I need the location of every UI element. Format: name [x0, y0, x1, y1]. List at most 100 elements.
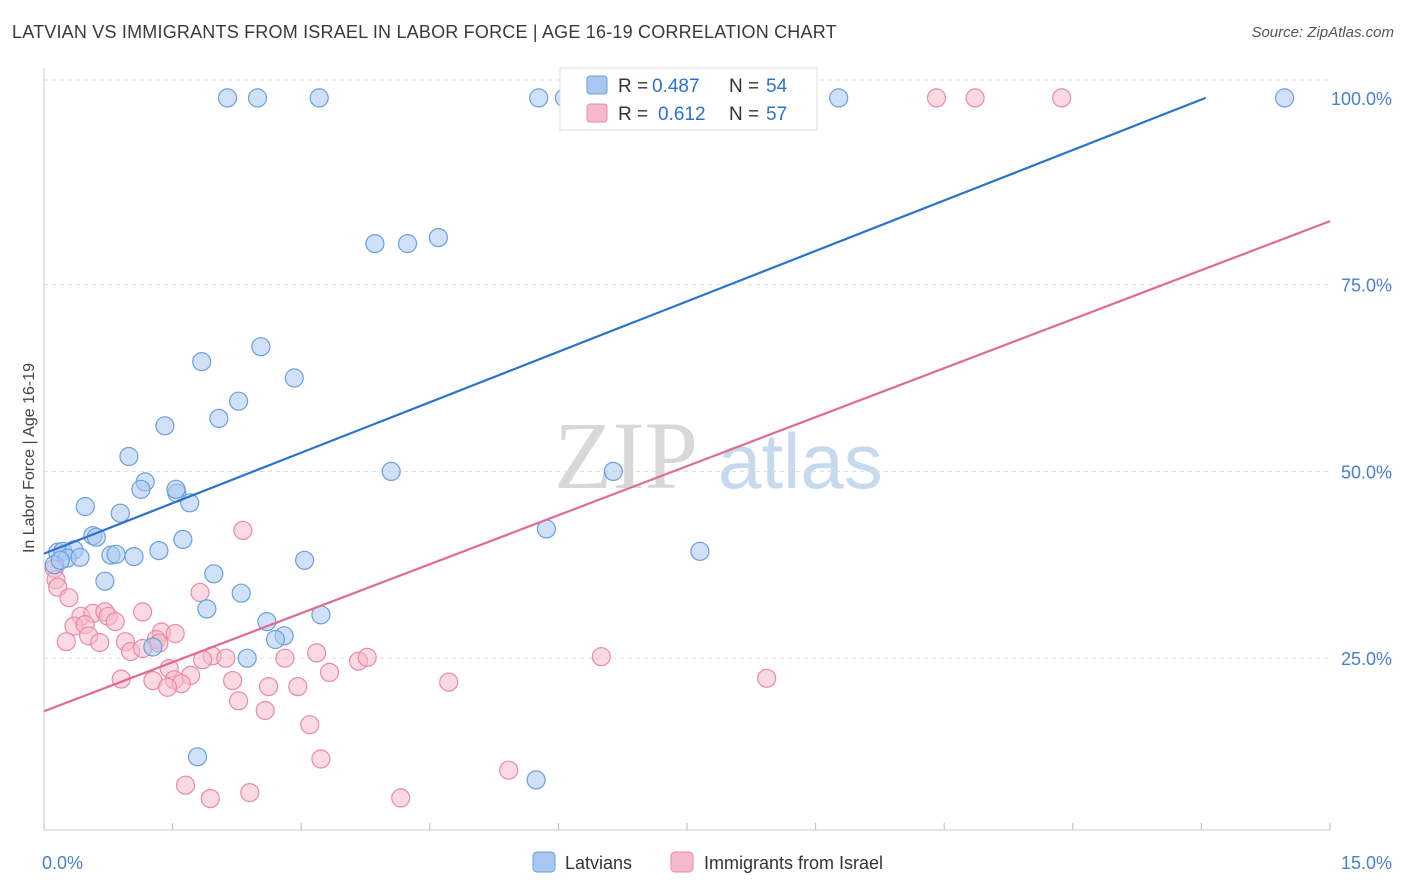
israel-point	[288, 676, 308, 697]
israel-point	[133, 602, 153, 622]
latvian-point	[110, 503, 130, 523]
israel-point	[175, 775, 196, 795]
x-tick-labels: 0.0% 15.0%	[42, 853, 1392, 873]
israel-point	[157, 677, 178, 697]
latvian-point	[50, 550, 70, 570]
latvian-point	[237, 648, 257, 668]
latvian-point	[529, 88, 549, 108]
series-legend: Latvians Immigrants from Israel	[532, 851, 883, 873]
israel-point	[90, 632, 110, 653]
legend-swatch-israel	[586, 103, 608, 123]
y-tick-label: 25.0%	[1341, 649, 1392, 669]
israel-point	[59, 588, 79, 608]
latvian-point	[251, 337, 271, 357]
y-tick-label: 50.0%	[1341, 462, 1392, 482]
legend-r-label-1: R =	[618, 76, 648, 97]
legend-r-value-1: 0.487	[652, 76, 700, 97]
latvian-point	[124, 546, 144, 567]
y-tick-labels: 25.0% 50.0% 75.0% 100.0%	[1331, 89, 1392, 669]
x-tick-label-max: 15.0%	[1341, 853, 1392, 873]
latvian-point	[257, 611, 277, 632]
israel-point	[311, 749, 331, 769]
israel-point	[223, 670, 243, 691]
israel-point	[275, 648, 295, 668]
latvian-point	[70, 547, 90, 567]
latvian-point	[197, 599, 217, 619]
trendline-latvians	[43, 96, 1207, 555]
israel-point	[105, 611, 125, 632]
israel-point	[200, 788, 220, 809]
latvian-point	[119, 446, 139, 467]
israel-point	[591, 647, 611, 667]
latvian-point	[75, 496, 95, 517]
latvian-point	[603, 461, 623, 481]
israel-point	[391, 788, 411, 808]
israel-point	[240, 782, 260, 803]
y-tick-label: 100.0%	[1331, 89, 1392, 109]
israel-point	[259, 676, 279, 697]
latvian-point	[284, 368, 304, 388]
source-label: Source: ZipAtlas.com	[1251, 24, 1394, 41]
latvian-point	[295, 550, 315, 570]
chart-title: LATVIAN VS IMMIGRANTS FROM ISRAEL IN LAB…	[12, 22, 837, 42]
latvian-point	[143, 637, 163, 657]
latvian-point	[309, 88, 329, 108]
latvian-point	[209, 408, 229, 428]
latvian-point	[381, 461, 401, 481]
watermark: ZIP atlas	[554, 402, 883, 509]
israel-point	[56, 632, 76, 652]
bottom-legend-swatch-israel	[670, 851, 694, 873]
israel-point	[300, 715, 320, 735]
latvian-point	[526, 770, 546, 790]
latvian-point	[204, 564, 224, 584]
israel-point	[439, 672, 459, 692]
latvian-point	[690, 541, 710, 561]
x-ticks	[43, 823, 1331, 830]
latvian-point	[131, 479, 151, 499]
latvian-point	[166, 479, 186, 499]
latvian-point	[428, 228, 448, 248]
latvian-point	[106, 544, 126, 564]
israel-point	[757, 668, 777, 688]
israel-point	[1052, 88, 1072, 108]
israel-point	[319, 662, 340, 683]
series-immigrants-from-israel	[44, 88, 1072, 809]
legend-n-label-2: N =	[729, 104, 759, 125]
latvian-point	[155, 416, 175, 436]
latvian-point	[247, 88, 268, 108]
latvian-point	[231, 583, 251, 603]
latvian-point	[265, 629, 286, 650]
correlation-legend: R = 0.487 N = 54 R = 0.612 N = 57	[559, 67, 818, 131]
y-tick-label: 75.0%	[1341, 276, 1392, 296]
israel-point	[255, 700, 275, 721]
israel-point	[229, 691, 249, 711]
latvian-point	[229, 391, 249, 411]
bottom-legend-label-israel: Immigrants from Israel	[704, 853, 883, 873]
israel-point	[190, 582, 210, 603]
trendlines	[43, 96, 1331, 713]
israel-point	[233, 520, 253, 541]
latvian-point	[95, 571, 115, 591]
israel-point	[165, 623, 185, 644]
israel-point	[216, 648, 236, 668]
watermark-zip: ZIP	[554, 402, 698, 509]
latvian-point	[1274, 88, 1295, 108]
latvian-point	[829, 88, 849, 108]
x-tick-label-min: 0.0%	[42, 853, 83, 873]
legend-n-label-1: N =	[729, 76, 759, 97]
latvian-point	[217, 88, 238, 108]
latvian-point	[397, 234, 418, 254]
trendline-israel	[43, 220, 1331, 713]
legend-swatch-latvians	[586, 75, 608, 95]
bottom-legend-label-latvians: Latvians	[565, 853, 632, 873]
bottom-legend-swatch-latvians	[532, 851, 556, 873]
gridlines	[44, 79, 1330, 659]
series-latvians	[44, 88, 1295, 790]
legend-n-value-2: 57	[766, 104, 787, 125]
legend-r-value-2: 0.612	[658, 104, 706, 125]
israel-point	[499, 760, 519, 780]
legend-r-label-2: R =	[618, 104, 648, 125]
watermark-atlas: atlas	[718, 417, 883, 505]
latvian-point	[365, 234, 385, 254]
